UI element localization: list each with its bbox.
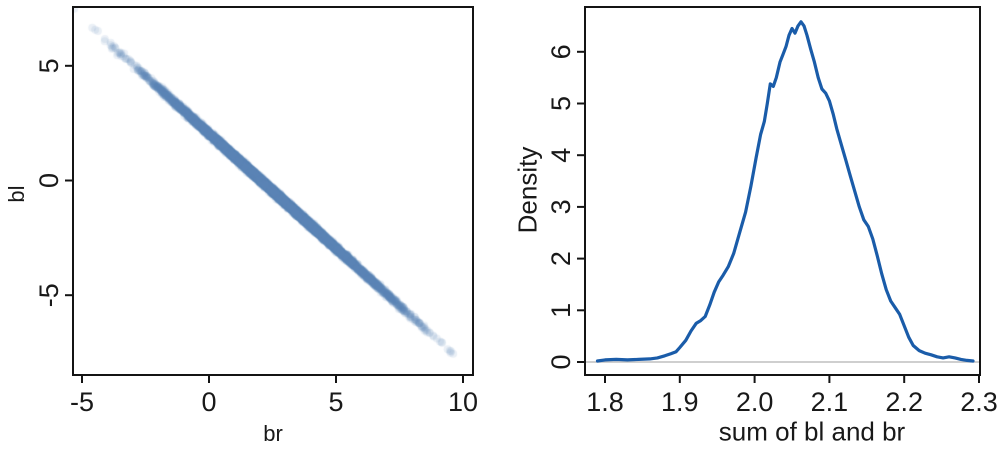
left-x-tick-label: 5	[328, 387, 343, 417]
left-y-tick-label: 0	[34, 173, 64, 188]
right-y-tick-label: 3	[546, 199, 576, 214]
left-x-tick-label: 0	[201, 387, 216, 417]
right-y-tick-label: 5	[546, 96, 576, 111]
right-y-tick-label: 1	[546, 303, 576, 318]
scatter-points-canvas	[73, 7, 473, 375]
density-curve	[595, 20, 975, 363]
left-x-tick-label: -5	[70, 387, 94, 417]
right-x-tick-label: 2.2	[885, 387, 923, 417]
right-x-axis-label: sum of bl and br	[718, 416, 906, 447]
right-y-tick-label: 2	[546, 251, 576, 266]
left-x-tick-label: 10	[448, 387, 478, 417]
right-x-tick-label: 1.8	[586, 387, 624, 417]
left-y-tick-label: -5	[34, 283, 64, 307]
right-y-tick-label: 6	[546, 44, 576, 59]
right-x-tick-label: 2.0	[736, 387, 774, 417]
left-plot-box	[72, 6, 474, 376]
right-x-tick-label: 2.3	[960, 387, 998, 417]
right-y-tick-label: 4	[546, 148, 576, 163]
right-y-tick-label: 0	[546, 354, 576, 369]
right-x-tick-label: 2.1	[811, 387, 849, 417]
left-y-tick-label: 5	[34, 58, 64, 73]
right-y-axis-label: Density	[512, 146, 543, 234]
right-plot-box	[584, 6, 981, 376]
right-x-tick-label: 1.9	[661, 387, 699, 417]
left-y-axis-label: bl	[4, 185, 29, 203]
left-x-axis-label: br	[263, 421, 283, 446]
